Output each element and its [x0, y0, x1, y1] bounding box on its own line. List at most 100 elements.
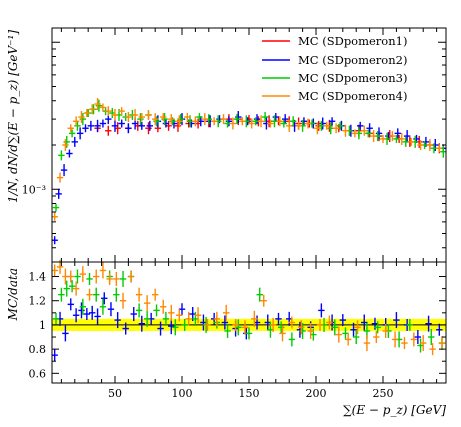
axis-ticks: 50 100 150 200 250 10⁻³ 0.6 0.8 1 1.2 1.4	[22, 28, 446, 400]
main-point-3-1	[58, 150, 65, 161]
main-point-4-2	[62, 139, 69, 151]
main-point-2-41	[375, 127, 383, 140]
main-point-3-29	[271, 115, 278, 128]
main-point-3-36	[336, 121, 344, 130]
ratio-point-4-18	[176, 309, 183, 322]
x-tick-label: 150	[239, 387, 260, 400]
main-point-2-16	[146, 120, 154, 131]
ratio-point-4-28	[269, 317, 277, 332]
main-point-2-11	[111, 119, 119, 132]
main-point-4-22	[192, 116, 199, 127]
ratio-y-tick-label: 1.2	[29, 295, 47, 308]
main-point-4-46	[417, 140, 424, 150]
ratio-point-2-5	[78, 302, 85, 319]
legend-label-sdpomeron3: MC (SDpomeron3)	[298, 71, 407, 85]
main-point-3-0	[52, 203, 60, 212]
ratio-point-4-8	[99, 262, 107, 279]
ratio-y-tick-label: 0.8	[29, 343, 47, 356]
ratio-y-tick-label: 1.4	[29, 271, 47, 284]
ratio-point-2-9	[101, 292, 108, 305]
ratio-point-3-0	[52, 312, 60, 325]
x-axis-label: ∑(E − p_z) [GeV]	[343, 403, 446, 417]
main-point-4-36	[323, 121, 330, 130]
main-point-4-5	[78, 111, 85, 124]
ratio-point-2-7	[89, 305, 96, 320]
ratio-point-4-5	[79, 266, 87, 283]
main-point-2-28	[253, 114, 261, 125]
main-point-3-21	[196, 113, 203, 122]
main-point-2-35	[319, 117, 326, 130]
ratio-point-4-21	[204, 318, 211, 331]
ratio-point-4-38	[363, 335, 371, 352]
ratio-point-4-37	[354, 320, 361, 335]
ratio-point-4-0	[51, 264, 58, 277]
ratio-point-3-13	[135, 303, 143, 318]
main-point-2-6	[82, 124, 89, 133]
main-point-2-8	[94, 119, 101, 132]
ratio-point-2-35	[361, 314, 368, 331]
main-point-2-15	[138, 121, 145, 130]
ratio-point-4-12	[127, 270, 135, 283]
ratio-point-3-28	[288, 332, 296, 347]
ratio-point-4-22	[213, 311, 221, 326]
main-point-2-12	[118, 119, 125, 128]
x-tick-label: 50	[108, 387, 122, 400]
ratio-point-3-15	[153, 304, 160, 317]
main-point-2-13	[125, 123, 132, 134]
main-point-2-26	[235, 111, 242, 124]
main-point-2-4	[71, 136, 78, 147]
main-point-3-19	[177, 114, 184, 125]
main-point-3-31	[290, 116, 297, 127]
ratio-y-axis-label: MC/data	[6, 268, 20, 321]
main-point-2-0	[51, 236, 58, 245]
ratio-point-3-18	[181, 318, 188, 331]
ratio-y-tick-label: 0.6	[29, 367, 47, 380]
ratio-point-3-10	[113, 287, 120, 302]
main-point-4-47	[426, 139, 434, 151]
main-point-4-17	[151, 113, 159, 126]
main-point-4-13	[125, 112, 132, 123]
main-point-4-23	[201, 113, 208, 126]
main-point-4-26	[229, 117, 237, 130]
ratio-point-4-26	[251, 310, 258, 327]
ratio-point-3-3	[68, 280, 76, 293]
ratio-point-4-13	[135, 287, 143, 302]
ratio-point-4-33	[316, 318, 324, 331]
ratio-point-2-18	[178, 303, 186, 316]
ratio-point-4-14	[143, 295, 151, 312]
main-point-4-37	[332, 123, 340, 134]
main-point-3-14	[137, 113, 144, 126]
main-point-4-40	[361, 125, 368, 136]
main-point-4-34	[304, 118, 312, 129]
ratio-point-4-41	[391, 331, 399, 348]
legend-label-sdpomeron1: MC (SDpomeron1)	[298, 34, 407, 48]
main-point-4-30	[267, 119, 274, 128]
main-point-2-9	[99, 119, 107, 128]
main-point-4-14	[131, 108, 139, 121]
main-point-4-16	[145, 109, 152, 120]
ratio-point-4-36	[344, 333, 352, 346]
main-point-4-1	[56, 172, 64, 183]
ratio-point-2-34	[350, 322, 357, 337]
main-point-2-40	[366, 123, 373, 134]
main-point-3-4	[74, 120, 81, 131]
main-point-2-25	[225, 116, 233, 127]
ratio-point-4-6	[86, 288, 93, 301]
main-point-4-43	[389, 131, 396, 142]
main-point-2-1	[55, 188, 62, 199]
ratio-point-4-10	[113, 271, 120, 286]
main-point-2-18	[162, 119, 170, 128]
main-point-2-31	[281, 114, 289, 125]
ratio-point-4-20	[194, 307, 202, 324]
main-point-2-30	[272, 113, 280, 122]
ratio-point-4-2	[62, 268, 69, 285]
main-point-4-20	[176, 115, 183, 128]
ratio-point-4-15	[151, 288, 159, 301]
ratio-point-2-31	[318, 303, 325, 318]
ratio-panel-marks	[51, 259, 446, 362]
main-point-2-43	[394, 128, 401, 139]
main-point-3-35	[327, 122, 334, 135]
main-point-3-42	[393, 134, 400, 143]
main-point-3-16	[153, 116, 160, 127]
